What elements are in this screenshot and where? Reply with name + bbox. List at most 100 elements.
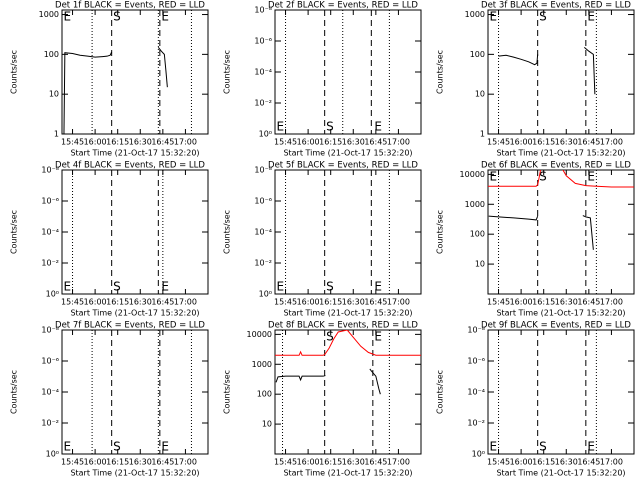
x-tick-label: 16:00	[510, 138, 533, 147]
x-tick-label: 17:00	[600, 458, 623, 467]
chart-title: Det 6f BLACK = Events, RED = LLD	[481, 161, 631, 171]
x-tick-label: 16:00	[510, 458, 533, 467]
x-tick-label: 15:45	[274, 138, 297, 147]
x-tick-label: 16:45	[364, 138, 387, 147]
y-tick-label: 100	[257, 390, 272, 399]
y-tick-label: 10⁻⁴	[254, 68, 272, 77]
x-tick-label: 15:45	[274, 298, 297, 307]
panel: Det 6f BLACK = Events, RED = LLD Counts/s…	[436, 161, 635, 318]
x-tick-label: 16:15	[106, 458, 129, 467]
y-tick-label: 10⁻⁶	[254, 37, 272, 46]
x-tick-label: 16:30	[129, 298, 152, 307]
x-tick-label: 16:45	[151, 298, 174, 307]
x-tick-label: 17:00	[600, 298, 623, 307]
panel: Det 9f BLACK = Events, RED = LLD Counts/s…	[436, 321, 635, 478]
x-tick-label: 17:00	[600, 138, 623, 147]
annotation: S	[326, 120, 334, 134]
chart-title: Det 1f BLACK = Events, RED = LLD	[55, 1, 205, 11]
chart-title: Det 5f BLACK = Events, RED = LLD	[268, 161, 418, 171]
annotation: S	[326, 280, 334, 294]
x-axis-label: Start Time (21-Oct-17 15:32:20)	[70, 469, 199, 478]
data-line	[498, 46, 596, 95]
annotation: S	[113, 280, 121, 294]
y-tick-label: 1	[54, 130, 59, 139]
x-tick-label: 16:15	[532, 138, 555, 147]
y-tick-label: 1000	[465, 200, 485, 209]
y-tick-label: 10⁻²	[467, 419, 485, 428]
x-tick-label: 15:45	[61, 298, 84, 307]
plot-frame	[274, 329, 422, 455]
x-tick-label: 16:00	[84, 458, 107, 467]
chart-title: Det 7f BLACK = Events, RED = LLD	[55, 321, 205, 331]
y-axis-label: Counts/sec	[223, 50, 232, 94]
data-line	[488, 215, 594, 250]
chart-title: Det 3f BLACK = Events, RED = LLD	[481, 1, 631, 11]
y-tick-label: 10⁻⁸	[254, 166, 272, 175]
annotation: S	[539, 10, 547, 24]
y-tick-label: 100	[44, 50, 59, 59]
y-tick-label: 10⁰	[46, 290, 59, 299]
annotation: E	[490, 10, 498, 24]
x-axis-label: Start Time (21-Oct-17 15:32:20)	[283, 149, 412, 158]
x-axis-label: Start Time (21-Oct-17 15:32:20)	[283, 309, 412, 318]
x-tick-label: 16:30	[555, 458, 578, 467]
y-tick-label: 10⁰	[472, 450, 485, 459]
annotation: E	[587, 10, 595, 24]
annotation: E	[374, 280, 382, 294]
x-tick-label: 16:45	[577, 138, 600, 147]
y-tick-label: 10⁻⁸	[467, 326, 485, 335]
y-tick-label: 1000	[465, 10, 485, 19]
y-axis-label: Counts/sec	[10, 50, 19, 94]
x-tick-label: 16:00	[84, 138, 107, 147]
annotation: E	[374, 330, 382, 344]
x-tick-label: 16:30	[342, 458, 365, 467]
chart-title: Det 8f BLACK = Events, RED = LLD	[268, 321, 418, 331]
y-tick-label: 10⁻⁶	[467, 357, 485, 366]
x-tick-label: 15:45	[61, 138, 84, 147]
y-tick-label: 10⁻⁸	[41, 166, 59, 175]
y-tick-label: 10⁻⁶	[254, 197, 272, 206]
x-tick-label: 16:15	[319, 458, 342, 467]
y-axis-label: Counts/sec	[10, 210, 19, 254]
x-tick-label: 16:30	[129, 458, 152, 467]
x-tick-label: 15:45	[61, 458, 84, 467]
x-tick-label: 16:45	[577, 298, 600, 307]
x-tick-label: 16:45	[577, 458, 600, 467]
y-axis-label: Counts/sec	[436, 210, 445, 254]
y-tick-label: 100	[470, 50, 485, 59]
plot-frame	[487, 9, 635, 135]
data-line	[63, 47, 168, 134]
x-tick-label: 17:00	[387, 298, 410, 307]
annotation: E	[64, 280, 72, 294]
x-axis-label: Start Time (21-Oct-17 15:32:20)	[496, 309, 625, 318]
x-tick-label: 17:00	[387, 138, 410, 147]
y-axis-label: Counts/sec	[436, 50, 445, 94]
y-tick-label: 10	[262, 420, 272, 429]
x-tick-label: 16:00	[297, 298, 320, 307]
annotation: S	[539, 440, 547, 454]
annotation: E	[277, 120, 285, 134]
x-tick-label: 17:00	[174, 138, 197, 147]
x-tick-label: 16:45	[151, 458, 174, 467]
y-tick-label: 10⁰	[259, 290, 272, 299]
annotation: S	[113, 10, 121, 24]
annotation: E	[161, 280, 169, 294]
x-tick-label: 16:15	[319, 138, 342, 147]
x-tick-label: 17:00	[387, 458, 410, 467]
annotation: S	[113, 440, 121, 454]
y-tick-label: 1000	[39, 10, 59, 19]
annotation: E	[161, 10, 169, 24]
x-tick-label: 16:30	[555, 138, 578, 147]
chart-title: Det 9f BLACK = Events, RED = LLD	[481, 321, 631, 331]
x-tick-label: 16:00	[297, 458, 320, 467]
panel: Det 8f BLACK = Events, RED = LLD Counts/s…	[223, 321, 422, 478]
y-tick-label: 10⁻²	[254, 99, 272, 108]
x-tick-label: 16:15	[319, 298, 342, 307]
x-axis-label: Start Time (21-Oct-17 15:32:20)	[70, 149, 199, 158]
y-tick-label: 10⁻²	[41, 259, 59, 268]
plot-frame	[487, 169, 635, 295]
x-axis-label: Start Time (21-Oct-17 15:32:20)	[283, 469, 412, 478]
x-tick-label: 15:45	[487, 298, 510, 307]
